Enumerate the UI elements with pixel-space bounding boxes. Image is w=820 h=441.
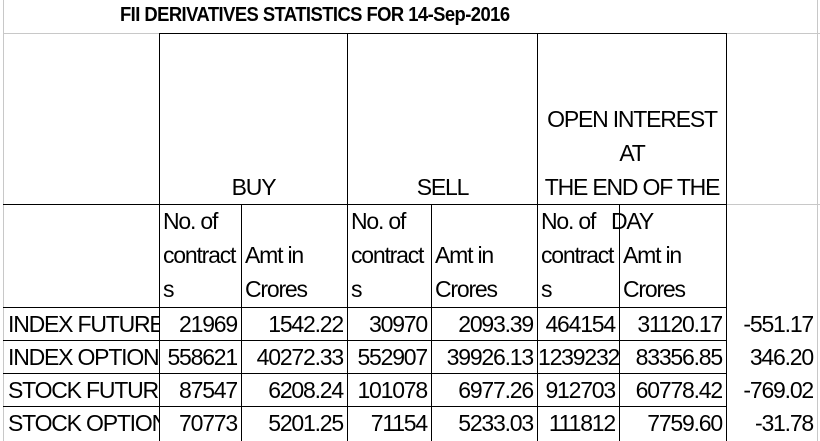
cell-sell-contracts[interactable]: 101078 [357, 377, 428, 403]
header-buy: BUY [231, 174, 277, 200]
subheader-line: s [163, 276, 175, 302]
subheader-line: contract [541, 242, 614, 268]
border [160, 33, 727, 34]
cell-oi-amt[interactable]: 31120.17 [637, 311, 723, 337]
subheader-line: s [351, 276, 363, 302]
gridline [727, 33, 820, 34]
cell-sell-contracts[interactable]: 71154 [370, 410, 428, 436]
cell-label[interactable]: INDEX FUTURES [8, 311, 160, 337]
cell-buy-amt[interactable]: 1542.22 [268, 311, 344, 337]
cell-sell-amt[interactable]: 39926.13 [446, 344, 535, 370]
border [347, 33, 348, 441]
subheader-line: Crores [435, 276, 498, 302]
border [431, 204, 432, 441]
subheader-line: Crores [245, 276, 308, 302]
cell-buy-contracts[interactable]: 70773 [179, 410, 238, 436]
border [3, 307, 727, 308]
cell-oi-contracts[interactable]: 464154 [545, 311, 616, 337]
cell-oi-contracts[interactable]: 912703 [545, 377, 616, 403]
cell-sell-contracts[interactable]: 552907 [357, 344, 428, 370]
border [726, 33, 727, 441]
subheader-line: Crores [623, 276, 686, 302]
cell-net[interactable]: -31.78 [754, 410, 814, 436]
subheader-line: Amt in [623, 242, 682, 268]
cell-oi-amt[interactable]: 83356.85 [635, 344, 724, 370]
subheader-line: s [541, 276, 553, 302]
subheader-amt-in-crores: Amt in Crores [242, 238, 308, 306]
border [537, 33, 538, 441]
subheader-amt-in-crores: Amt in Crores [432, 238, 498, 306]
cell-oi-amt[interactable]: 7759.60 [647, 410, 723, 436]
cell-net[interactable]: -551.17 [743, 311, 814, 337]
cell-label[interactable]: STOCK OPTIONS [8, 410, 160, 436]
header-oi-line: DAY [611, 208, 654, 234]
border [3, 340, 727, 341]
cell-buy-amt[interactable]: 5201.25 [268, 410, 344, 436]
cell-sell-contracts[interactable]: 30970 [369, 311, 428, 337]
subheader-line: No. of [163, 208, 218, 234]
subheader-line: No. of [351, 208, 406, 234]
border [3, 204, 727, 205]
header-sell: SELL [416, 174, 470, 200]
gridline [727, 204, 820, 205]
gridline [817, 0, 818, 441]
cell-buy-contracts[interactable]: 558621 [167, 344, 238, 370]
border [3, 373, 727, 374]
cell-oi-amt[interactable]: 60778.42 [635, 377, 724, 403]
border [619, 204, 620, 441]
subheader-no-of-contracts: No. of contract s [538, 204, 614, 306]
subheader-line: contract [163, 242, 236, 268]
cell-sell-amt[interactable]: 2093.39 [458, 311, 534, 337]
subheader-line: No. of [541, 208, 596, 234]
border [3, 406, 727, 407]
subheader-no-of-contracts: No. of contract s [160, 204, 236, 306]
cell-label[interactable]: STOCK FUTURES [8, 377, 160, 403]
border [241, 204, 242, 441]
subheader-amt-in-crores: Amt in Crores [620, 238, 686, 306]
cell-net[interactable]: 346.20 [749, 344, 814, 370]
cell-oi-contracts[interactable]: 111812 [548, 410, 616, 436]
gridline [3, 33, 160, 34]
sheet-title: FII DERIVATIVES STATISTICS FOR 14-Sep-20… [120, 4, 510, 26]
subheader-no-of-contracts: No. of contract s [348, 204, 424, 306]
header-oi-line: THE END OF THE [544, 174, 721, 200]
cell-buy-contracts[interactable]: 87547 [179, 377, 238, 403]
cell-sell-amt[interactable]: 6977.26 [458, 377, 534, 403]
cell-label[interactable]: INDEX OPTIONS [8, 344, 160, 370]
cell-buy-amt[interactable]: 40272.33 [256, 344, 345, 370]
header-open-interest: OPEN INTEREST AT THE END OF THE DAY [538, 102, 726, 238]
gridline [3, 0, 4, 441]
cell-buy-contracts[interactable]: 21969 [179, 311, 238, 337]
border [159, 33, 160, 441]
header-oi-line: OPEN INTEREST AT [547, 106, 718, 166]
subheader-line: Amt in [435, 242, 494, 268]
cell-oi-contracts[interactable]: 1239232 [538, 344, 619, 370]
subheader-line: Amt in [245, 242, 304, 268]
cell-sell-amt[interactable]: 5233.03 [458, 410, 534, 436]
cell-net[interactable]: -769.02 [743, 377, 814, 403]
subheader-line: contract [351, 242, 424, 268]
cell-buy-amt[interactable]: 6208.24 [268, 377, 344, 403]
